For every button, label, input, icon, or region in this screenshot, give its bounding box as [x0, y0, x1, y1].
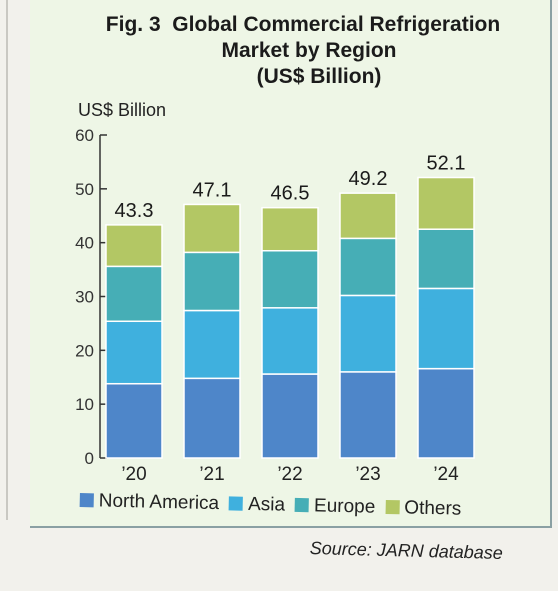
bar-segment — [105, 382, 163, 459]
legend-label: North America — [98, 490, 220, 515]
y-tick-label: 60 — [75, 126, 94, 145]
legend-label: Europe — [313, 495, 376, 518]
legend-label: Asia — [247, 493, 286, 516]
chart-title: Fig. 3 Global Commercial Refrigeration M… — [0, 12, 558, 90]
title-line-3: (US$ Billion) — [256, 65, 382, 88]
bar-segment — [417, 367, 475, 459]
legend-item: Asia — [228, 493, 286, 516]
bar-segment — [183, 377, 241, 459]
legend-swatch — [79, 492, 94, 508]
legend-swatch — [294, 497, 310, 513]
bar-total-label: 47.1 — [193, 179, 232, 201]
title-line-2: Market by Region — [221, 39, 397, 62]
bar-total-label: 43.3 — [115, 200, 154, 222]
left-divider — [6, 0, 8, 520]
bar-segment — [417, 228, 475, 290]
title-line-1: Fig. 3 Global Commercial Refrigeration — [0, 12, 558, 38]
legend-swatch — [385, 499, 400, 515]
y-tick-label: 50 — [75, 180, 94, 199]
y-tick-label: 10 — [75, 395, 94, 414]
legend-item: North America — [79, 490, 220, 515]
legend-item: Europe — [294, 495, 376, 519]
x-tick-label: ’24 — [433, 464, 459, 485]
bar-segment — [105, 265, 163, 323]
bar-segment — [183, 203, 241, 254]
bar-segment — [261, 206, 319, 252]
legend-item: Others — [385, 497, 462, 521]
legend-label: Others — [404, 497, 462, 520]
legend-swatch — [228, 496, 244, 511]
bar-segment — [417, 287, 475, 370]
bar-segment — [261, 373, 319, 459]
bar-total-label: 46.5 — [271, 183, 310, 205]
x-tick-label: ’21 — [199, 464, 224, 485]
bar-segment — [261, 307, 319, 375]
title-text-1: Global Commercial Refrigeration — [172, 13, 501, 36]
bar-segment — [417, 176, 475, 230]
bar-total-label: 52.1 — [427, 153, 466, 175]
y-tick-label: 20 — [75, 341, 94, 360]
bar-segment — [339, 371, 397, 459]
y-tick-label: 40 — [75, 234, 94, 253]
bar-segment — [261, 249, 319, 309]
bar-segment — [339, 237, 397, 297]
y-tick-label: 30 — [75, 288, 94, 307]
figure-number: Fig. 3 — [105, 13, 161, 36]
y-axis-label: US$ Billion — [78, 100, 167, 120]
bar-segment — [183, 251, 241, 312]
bar-segment — [105, 320, 163, 385]
y-tick-label: 0 — [85, 449, 94, 468]
bar-segment — [105, 224, 163, 268]
bar-total-label: 49.2 — [349, 168, 388, 190]
x-tick-label: ’20 — [121, 464, 146, 485]
bar-segment — [183, 309, 241, 380]
x-tick-label: ’23 — [355, 464, 380, 485]
bar-segment — [339, 192, 397, 240]
x-tick-label: ’22 — [277, 464, 302, 485]
bar-segment — [339, 294, 397, 373]
